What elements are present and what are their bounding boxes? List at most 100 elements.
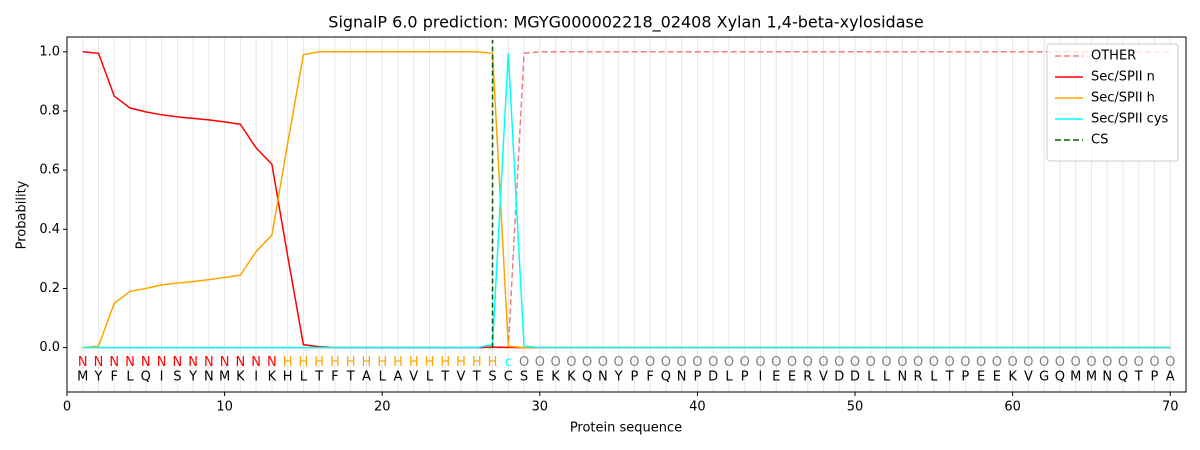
residue-label: N [251, 355, 261, 370]
residue: T [440, 370, 449, 385]
residue: E [993, 370, 1001, 385]
residue-label: O [850, 355, 860, 370]
residue: N [204, 370, 214, 385]
residue: P [961, 370, 969, 385]
residue: D [850, 370, 860, 385]
residue-label: O [913, 355, 923, 370]
residue-label: H [425, 355, 435, 370]
residue-label: O [834, 355, 844, 370]
residue: V [409, 370, 418, 385]
residue-label: N [172, 355, 182, 370]
y-tick-label: 0.4 [39, 222, 60, 237]
residue: F [111, 370, 118, 385]
y-tick-label: 0.6 [39, 163, 60, 178]
residue: Y [188, 370, 197, 385]
residue-label: O [582, 355, 592, 370]
residue-label: O [787, 355, 797, 370]
residue-label: O [881, 355, 891, 370]
residue-label: N [220, 355, 230, 370]
residue-label: O [1071, 355, 1081, 370]
x-tick-label: 10 [216, 400, 233, 415]
residue: N [598, 370, 608, 385]
residue-label: H [440, 355, 450, 370]
residue-label: H [330, 355, 340, 370]
residue: E [536, 370, 544, 385]
residue-label: O [1118, 355, 1128, 370]
residue-label: O [661, 355, 671, 370]
legend-label: OTHER [1091, 49, 1136, 64]
residue-label: O [992, 355, 1002, 370]
residue-label: H [377, 355, 387, 370]
residue: M [219, 370, 230, 385]
residue-label: N [235, 355, 245, 370]
residue-label: O [1086, 355, 1096, 370]
residue-label: O [677, 355, 687, 370]
residue-label: O [1023, 355, 1033, 370]
residue: L [126, 370, 134, 385]
residue: K [567, 370, 576, 385]
residue: S [520, 370, 528, 385]
residue-label: O [566, 355, 576, 370]
residue: L [300, 370, 308, 385]
residue: Y [614, 370, 623, 385]
residue: V [1024, 370, 1033, 385]
residue-label: O [740, 355, 750, 370]
residue: L [867, 370, 875, 385]
residue-label: H [409, 355, 419, 370]
residue: I [254, 370, 258, 385]
residue: M [1070, 370, 1081, 385]
residue: K [268, 370, 277, 385]
legend-box [1046, 43, 1179, 162]
residue: P [741, 370, 749, 385]
residue-label: N [78, 355, 88, 370]
residue-label: O [550, 355, 560, 370]
residue: P [1151, 370, 1159, 385]
residue-label: O [976, 355, 986, 370]
series-line [82, 51, 1171, 349]
residue-label: O [944, 355, 954, 370]
residue-label: H [299, 355, 309, 370]
residue: I [160, 370, 164, 385]
residue-label: H [362, 355, 372, 370]
residue: T [346, 370, 355, 385]
legend-label: CS [1091, 133, 1108, 148]
residue-label: O [1165, 355, 1175, 370]
y-tick-label: 1.0 [39, 44, 60, 59]
residue: N [677, 370, 687, 385]
x-tick-label: 60 [1004, 400, 1021, 415]
plot-frame [66, 36, 1187, 393]
residue-label: O [1039, 355, 1049, 370]
y-tick-label: 0.2 [39, 281, 60, 296]
residue: H [283, 370, 293, 385]
residue: S [173, 370, 181, 385]
residue-label: H [314, 355, 324, 370]
residue-label: O [598, 355, 608, 370]
residue: E [772, 370, 780, 385]
residue-label: O [708, 355, 718, 370]
chart-title: SignalP 6.0 prediction: MGYG000002218_02… [328, 13, 923, 33]
residue: Q [1055, 370, 1065, 385]
residue-label: O [1102, 355, 1112, 370]
residue: N [1102, 370, 1112, 385]
x-tick-label: 40 [689, 400, 706, 415]
residue-label: O [535, 355, 545, 370]
residue-label: H [472, 355, 482, 370]
residue: Q [661, 370, 671, 385]
residue: L [725, 370, 733, 385]
residue: R [914, 370, 923, 385]
residue: V [819, 370, 828, 385]
legend-label: Sec/SPII cys [1091, 112, 1169, 127]
residue: T [472, 370, 481, 385]
residue-label: N [125, 355, 135, 370]
residue: K [236, 370, 245, 385]
residue: D [708, 370, 718, 385]
residue: L [930, 370, 938, 385]
residue: T [945, 370, 954, 385]
residue: Q [141, 370, 151, 385]
residue-label: O [755, 355, 765, 370]
series-line [82, 51, 1171, 349]
residue-label: O [929, 355, 939, 370]
residue: F [646, 370, 653, 385]
residue: Q [1118, 370, 1128, 385]
